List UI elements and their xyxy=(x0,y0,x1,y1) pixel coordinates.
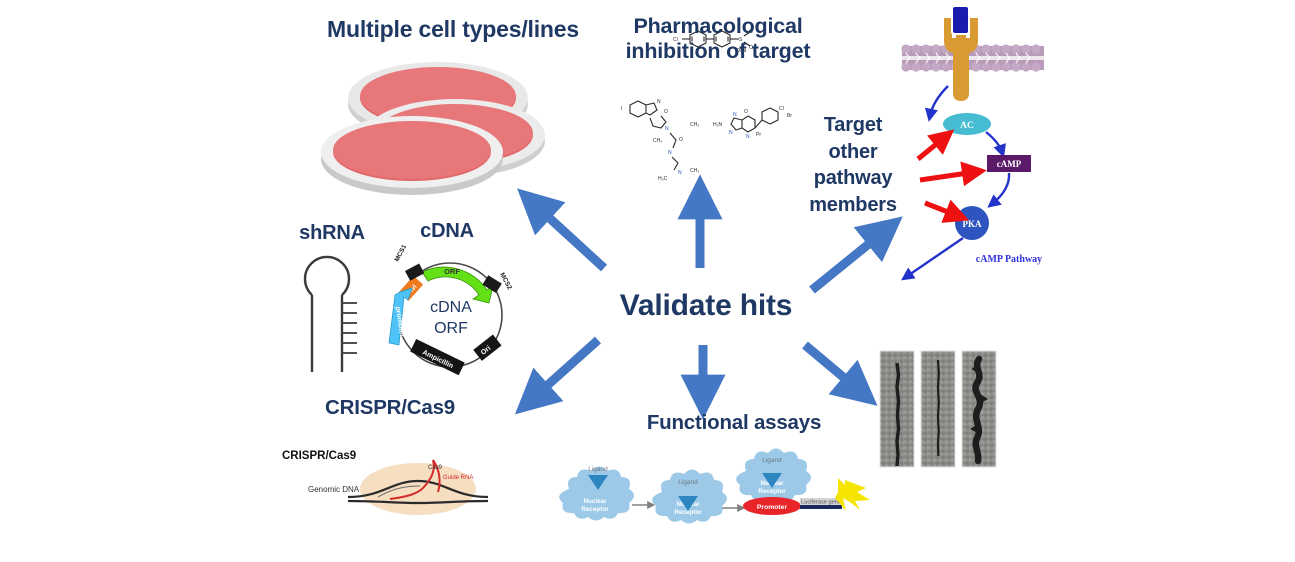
svg-text:O: O xyxy=(749,29,753,35)
svg-text:cAMP: cAMP xyxy=(997,159,1022,169)
svg-text:CRISPR/Cas9: CRISPR/Cas9 xyxy=(282,450,356,462)
label-multiple-cell-types: Multiple cell types/lines xyxy=(327,16,579,42)
svg-text:CH₃: CH₃ xyxy=(653,138,662,144)
svg-text:O: O xyxy=(664,109,668,115)
svg-text:CH₃: CH₃ xyxy=(690,168,699,174)
label-target-line3: pathway xyxy=(813,167,893,190)
arrow-to-cells xyxy=(517,188,608,272)
svg-text:Ligand: Ligand xyxy=(762,457,782,464)
svg-text:Genomic DNA: Genomic DNA xyxy=(308,485,360,494)
label-validate-hits: Validate hits xyxy=(619,289,793,322)
svg-text:Br: Br xyxy=(787,113,792,119)
arrow-to-gel xyxy=(802,341,878,406)
svg-text:Receptor: Receptor xyxy=(581,506,609,513)
svg-text:N: N xyxy=(746,134,750,140)
plasmid-center-label: cDNA ORF xyxy=(412,298,490,340)
svg-text:Ligand: Ligand xyxy=(678,479,698,486)
svg-text:Cas9: Cas9 xyxy=(428,465,443,471)
svg-text:MCS2: MCS2 xyxy=(498,272,513,292)
svg-text:O: O xyxy=(749,45,753,51)
chemical-structure-sulfonate: Cl S O O ONa xyxy=(673,29,753,54)
svg-text:Receptor: Receptor xyxy=(758,488,786,495)
crispr-cas9-art: Cas9 Guide RNA Genomic DNA CRISPR/Cas9 xyxy=(282,450,489,515)
label-target-line4: members xyxy=(809,193,897,216)
svg-text:CH₃: CH₃ xyxy=(690,122,699,128)
label-cdna: cDNA xyxy=(420,220,474,242)
svg-text:ONa: ONa xyxy=(736,48,747,54)
svg-text:Nuclear: Nuclear xyxy=(583,498,607,505)
label-target-line2: other xyxy=(828,140,878,163)
chemical-structure-triazolopyrimidinone: Cl Br O N N N H₂N Pr xyxy=(713,106,792,140)
plasmid-map-art: ORF Avi MCS1 MCS2 promoter Ampicillin Or… xyxy=(388,243,513,376)
chemical-structure-indolinone: N O I N CH₃ CH₃ O N N CH₃ H₃C xyxy=(621,99,699,182)
arrow-to-crispr xyxy=(514,336,602,415)
label-functional-assays: Functional assays xyxy=(646,411,822,434)
svg-text:O: O xyxy=(679,137,683,143)
svg-text:cAMP Pathway: cAMP Pathway xyxy=(976,254,1042,265)
gel-lanes-art xyxy=(879,350,997,468)
label-pharmacological-line1: Pharmacological xyxy=(633,14,803,38)
svg-text:PKA: PKA xyxy=(963,219,982,229)
svg-text:H₃C: H₃C xyxy=(658,176,668,182)
shrna-hairpin-art xyxy=(303,255,357,372)
svg-text:Ligand: Ligand xyxy=(588,466,608,473)
label-crispr-cas9: CRISPR/Cas9 xyxy=(325,396,455,419)
plasmid-center-line1: cDNA xyxy=(430,299,472,316)
functional-assay-art: Nuclear Receptor Ligand Nuclear Receptor… xyxy=(559,448,870,524)
svg-text:ORF: ORF xyxy=(444,267,460,276)
svg-text:MCS1: MCS1 xyxy=(394,243,409,263)
svg-text:N: N xyxy=(657,99,661,105)
svg-text:H₂N: H₂N xyxy=(713,122,723,128)
svg-text:I: I xyxy=(621,106,622,112)
svg-text:N: N xyxy=(665,126,669,132)
label-shrna: shRNA xyxy=(299,222,365,244)
label-target-other-pathway-members: Target other pathway members xyxy=(794,112,912,218)
svg-text:S: S xyxy=(739,37,743,43)
label-target-line1: Target xyxy=(823,114,883,136)
svg-text:Promoter: Promoter xyxy=(757,504,788,511)
plasmid-center-line2: ORF xyxy=(434,319,468,337)
svg-text:Receptor: Receptor xyxy=(674,509,702,516)
svg-text:AC: AC xyxy=(960,121,974,131)
svg-text:Ori: Ori xyxy=(480,345,492,357)
svg-text:N: N xyxy=(729,130,733,136)
svg-text:N: N xyxy=(678,170,682,176)
petri-dishes-art xyxy=(321,62,545,195)
svg-text:Cl: Cl xyxy=(779,106,784,112)
svg-text:N: N xyxy=(733,112,737,118)
arrow-to-pathway xyxy=(809,216,903,294)
svg-text:Cl: Cl xyxy=(673,37,678,43)
svg-text:N: N xyxy=(668,150,672,156)
svg-text:promoter: promoter xyxy=(394,306,406,338)
camp-pathway-art: AC cAMP PKA cAMP Pathway xyxy=(901,5,1044,281)
svg-text:Luciferase gene: Luciferase gene xyxy=(801,500,841,506)
svg-text:Pr: Pr xyxy=(756,132,761,138)
label-pharmacological-inhibition: Pharmacological inhibition of target xyxy=(612,14,824,65)
svg-text:Guide RNA: Guide RNA xyxy=(443,475,473,481)
label-pharmacological-line2: inhibition of target xyxy=(625,39,811,64)
svg-text:O: O xyxy=(744,109,748,115)
